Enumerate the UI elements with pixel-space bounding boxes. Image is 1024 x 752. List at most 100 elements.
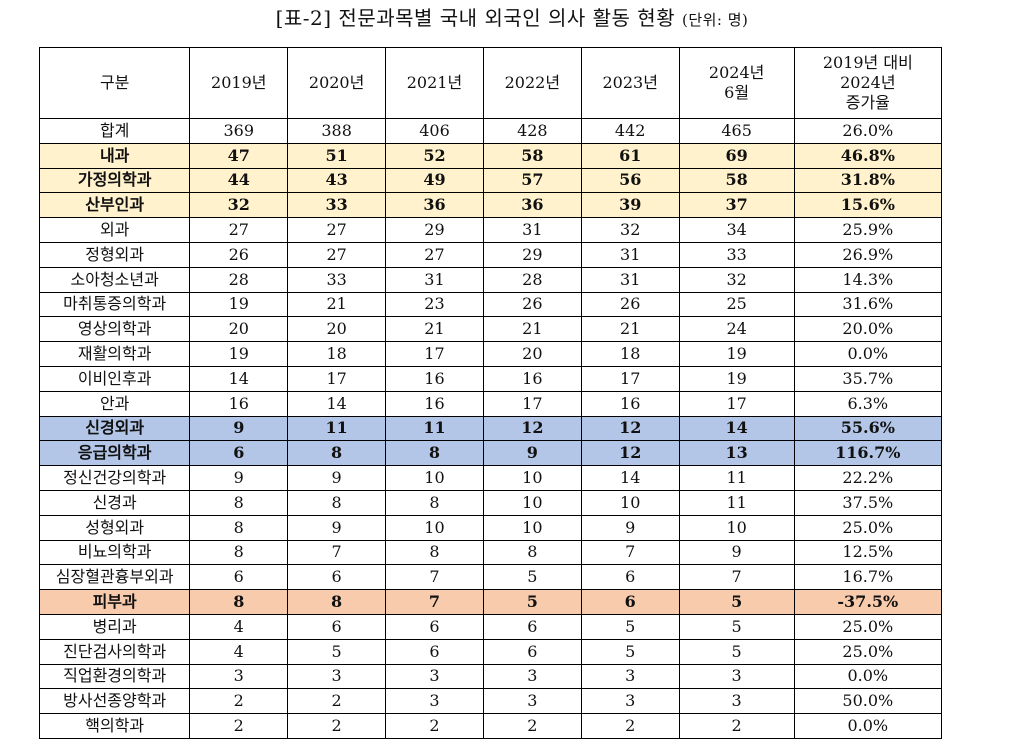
value-cell-2023: 32	[580, 217, 680, 243]
table-row: 방사선종양학과 2 2 3 3 3 3 50.0%	[38, 688, 943, 715]
value-cell-2024-june: 32	[678, 266, 795, 293]
value-cell-2021: 406	[385, 118, 484, 144]
specialty-name-cell: 진단검사의학과	[38, 638, 191, 665]
table-row: 신경외과 9 11 11 12 12 14 55.6%	[38, 415, 943, 442]
value-cell-2023: 21	[580, 316, 680, 343]
value-cell-2022: 10	[482, 465, 582, 491]
value-cell-2022: 6	[482, 638, 582, 665]
value-cell-2020: 6	[287, 613, 387, 640]
growth-rate-cell: 46.8%	[793, 142, 943, 169]
value-cell-2021: 16	[385, 390, 484, 417]
table-row: 병리과 4 6 6 6 5 5 25.0%	[38, 613, 943, 640]
table-row-total: 합계 369 388 406 428 442 465 26.0%	[38, 118, 943, 144]
value-cell-2024-june: 5	[678, 589, 795, 615]
value-cell-2024-june: 25	[678, 291, 795, 318]
value-cell-2021: 8	[385, 539, 484, 566]
specialty-name-cell: 내과	[38, 142, 191, 169]
value-cell-2020: 18	[287, 341, 387, 367]
value-cell-2022: 21	[482, 316, 582, 343]
specialty-name-cell: 재활의학과	[38, 341, 191, 367]
value-cell-2020: 14	[287, 390, 387, 417]
value-cell-2021: 17	[385, 341, 484, 367]
specialty-name-cell: 정형외과	[38, 241, 191, 268]
value-cell-2022: 5	[482, 589, 582, 615]
growth-rate-cell: 35.7%	[793, 365, 943, 392]
value-cell-2020: 20	[287, 316, 387, 343]
value-cell-2024-june: 5	[678, 613, 795, 640]
value-cell-2019: 2	[189, 688, 289, 715]
value-cell-2021: 27	[385, 241, 484, 268]
header-2024-month: 6월	[724, 83, 750, 102]
value-cell-2023: 17	[580, 365, 680, 392]
value-cell-2020: 51	[287, 142, 387, 169]
value-cell-2024-june: 7	[678, 564, 795, 591]
value-cell-2024-june: 34	[678, 217, 795, 243]
specialty-name-cell: 산부인과	[38, 192, 191, 219]
value-cell-2022: 20	[482, 341, 582, 367]
value-cell-2024-june: 13	[678, 440, 795, 467]
growth-rate-cell: 37.5%	[793, 489, 943, 516]
growth-rate-cell: 14.3%	[793, 266, 943, 293]
table-row: 가정의학과 44 43 49 57 56 58 31.8%	[38, 167, 943, 194]
value-cell-2019: 44	[189, 167, 289, 194]
table-body: 합계 369 388 406 428 442 465 26.0% 내과 47 51 52 58 61 69 4…	[38, 118, 943, 739]
value-cell-2024-june: 19	[678, 341, 795, 367]
value-cell-2022: 8	[482, 539, 582, 566]
table-unit-label: (단위: 명)	[681, 11, 749, 29]
growth-rate-cell: 0.0%	[793, 663, 943, 690]
value-cell-2021: 36	[385, 192, 484, 219]
table-row: 성형외과 8 9 10 10 9 10 25.0%	[38, 514, 943, 541]
value-cell-2021: 21	[385, 316, 484, 343]
specialty-name-cell: 가정의학과	[38, 167, 191, 194]
value-cell-2022: 3	[482, 688, 582, 715]
value-cell-2022: 9	[482, 440, 582, 467]
table-row: 소아청소년과 28 33 31 28 31 32 14.3%	[38, 266, 943, 293]
value-cell-2021: 8	[385, 440, 484, 467]
value-cell-2024-june: 3	[678, 663, 795, 690]
value-cell-2019: 4	[189, 638, 289, 665]
value-cell-2024-june: 58	[678, 167, 795, 194]
specialty-name-cell: 핵의학과	[38, 713, 191, 739]
table-row: 안과 16 14 16 17 16 17 6.3%	[38, 390, 943, 417]
value-cell-2024-june: 37	[678, 192, 795, 219]
value-cell-2021: 2	[385, 713, 484, 739]
table-row: 응급의학과 6 8 8 9 12 13 116.7%	[38, 440, 943, 467]
value-cell-2023: 14	[580, 465, 680, 491]
value-cell-2019: 9	[189, 465, 289, 491]
value-cell-2019: 28	[189, 266, 289, 293]
value-cell-2019: 32	[189, 192, 289, 219]
value-cell-2021: 10	[385, 514, 484, 541]
value-cell-2019: 4	[189, 613, 289, 640]
value-cell-2024-june: 33	[678, 241, 795, 268]
header-2023: 2023년	[580, 47, 680, 119]
value-cell-2024-june: 10	[678, 514, 795, 541]
value-cell-2020: 8	[287, 440, 387, 467]
specialty-name-cell: 직업환경의학과	[38, 663, 191, 690]
value-cell-2022: 28	[482, 266, 582, 293]
table-row: 진단검사의학과 4 5 6 6 5 5 25.0%	[38, 638, 943, 665]
table-header-row: 구분 2019년 2020년 2021년 2022년 2023년 2024년 6…	[38, 47, 943, 119]
value-cell-2019: 369	[189, 118, 289, 144]
value-cell-2021: 29	[385, 217, 484, 243]
value-cell-2023: 3	[580, 663, 680, 690]
value-cell-2019: 8	[189, 589, 289, 615]
value-cell-2022: 12	[482, 415, 582, 442]
value-cell-2023: 9	[580, 514, 680, 541]
table-row: 내과 47 51 52 58 61 69 46.8%	[38, 142, 943, 169]
table-title-main: [표-2] 전문과목별 국내 외국인 의사 활동 현황	[275, 6, 676, 30]
value-cell-2020: 27	[287, 217, 387, 243]
value-cell-2023: 10	[580, 489, 680, 516]
header-2024-june: 2024년 6월	[678, 47, 795, 119]
growth-rate-cell: 50.0%	[793, 688, 943, 715]
table-row: 피부과 8 8 7 5 6 5 -37.5%	[38, 589, 943, 615]
value-cell-2020: 17	[287, 365, 387, 392]
growth-rate-cell: 55.6%	[793, 415, 943, 442]
value-cell-2019: 16	[189, 390, 289, 417]
specialty-name-cell: 병리과	[38, 613, 191, 640]
value-cell-2021: 31	[385, 266, 484, 293]
value-cell-2022: 17	[482, 390, 582, 417]
value-cell-2024-june: 24	[678, 316, 795, 343]
growth-rate-cell: 116.7%	[793, 440, 943, 467]
value-cell-2022: 36	[482, 192, 582, 219]
value-cell-2020: 6	[287, 564, 387, 591]
